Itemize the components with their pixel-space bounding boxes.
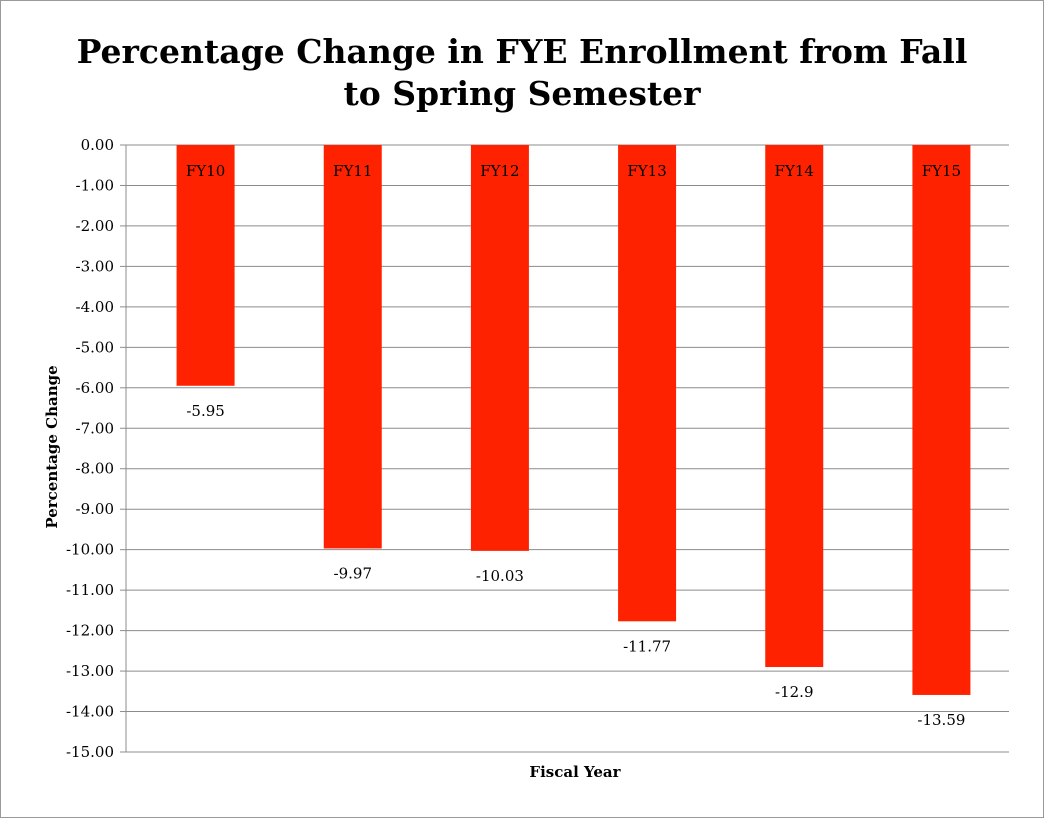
y-tick-label: -4.00 xyxy=(76,298,114,316)
category-label: FY15 xyxy=(922,162,961,180)
category-label: FY14 xyxy=(775,162,814,180)
category-labels: FY10 FY11 FY12 FY13 FY14 FY15 xyxy=(186,162,961,180)
chart-title-line-2: to Spring Semester xyxy=(343,74,701,113)
bar-fy14 xyxy=(765,145,824,668)
chart-title: Percentage Change in FYE Enrollment from… xyxy=(77,32,968,113)
value-label: -5.95 xyxy=(186,402,224,420)
value-label: -10.03 xyxy=(476,567,524,585)
y-tick-label: 0.00 xyxy=(81,136,114,154)
y-tick-label: -15.00 xyxy=(66,743,114,761)
y-tick-label: -7.00 xyxy=(76,419,114,437)
category-label: FY10 xyxy=(186,162,225,180)
y-tick-label: -6.00 xyxy=(76,379,114,397)
value-label: -13.59 xyxy=(917,711,965,729)
y-tick-labels: 0.00 -1.00 -2.00 -3.00 -4.00 -5.00 -6.00 -7.00 -… xyxy=(66,136,114,761)
axes xyxy=(120,144,127,753)
y-tick-label: -12.00 xyxy=(66,622,114,640)
bar-fy15 xyxy=(912,145,971,695)
category-label: FY12 xyxy=(480,162,519,180)
value-label: -12.9 xyxy=(775,683,813,701)
category-label: FY11 xyxy=(333,162,372,180)
value-labels: -5.95 -9.97 -10.03 -11.77 -12.9 -13.59 xyxy=(186,402,965,729)
y-tick-label: -8.00 xyxy=(76,460,114,478)
y-axis-title: Percentage Change xyxy=(43,365,61,528)
x-axis-title: Fiscal Year xyxy=(529,763,621,781)
y-tick-label: -3.00 xyxy=(76,257,114,275)
value-label: -11.77 xyxy=(623,637,671,655)
chart-title-line-1: Percentage Change in FYE Enrollment from… xyxy=(77,32,968,71)
bars xyxy=(176,145,971,695)
y-tick-label: -11.00 xyxy=(66,581,114,599)
category-label: FY13 xyxy=(627,162,666,180)
bar-fy11 xyxy=(323,145,382,549)
y-tick-label: -13.00 xyxy=(66,662,114,680)
y-tick-label: -2.00 xyxy=(76,217,114,235)
y-tick-label: -1.00 xyxy=(76,176,114,194)
y-tick-label: -9.00 xyxy=(76,500,114,518)
gridlines xyxy=(126,144,1009,753)
y-tick-label: -14.00 xyxy=(66,703,114,721)
bar-fy13 xyxy=(618,145,677,622)
value-label: -9.97 xyxy=(334,564,372,582)
y-tick-label: -5.00 xyxy=(76,338,114,356)
y-tick-label: -10.00 xyxy=(66,541,114,559)
bar-fy10 xyxy=(176,145,235,386)
bar-fy12 xyxy=(470,145,529,551)
